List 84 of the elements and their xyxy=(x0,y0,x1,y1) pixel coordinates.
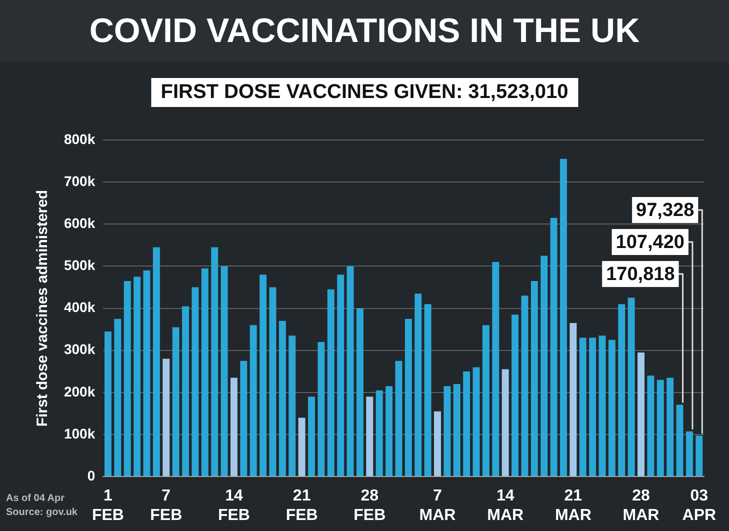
y-tick-label: 700k xyxy=(64,172,96,189)
bar xyxy=(318,342,325,476)
y-axis-title: First dose vaccines administered xyxy=(34,190,52,427)
bar xyxy=(404,318,412,476)
bar xyxy=(424,304,432,476)
bar xyxy=(298,418,306,476)
bar xyxy=(414,294,422,476)
x-tick-label: 21 FEB xyxy=(286,488,318,524)
bar xyxy=(550,218,558,476)
bar xyxy=(134,276,141,476)
bar xyxy=(598,336,606,476)
y-tick-label: 400k xyxy=(64,299,96,316)
bar xyxy=(444,386,451,476)
bar xyxy=(230,378,238,476)
chart-title: COVID VACCINATIONS IN THE UK xyxy=(0,0,729,62)
bar xyxy=(686,431,693,476)
x-tick-label: 1 FEB xyxy=(92,488,124,524)
data-label: 107,420 xyxy=(616,232,684,254)
bar xyxy=(492,262,500,476)
bar xyxy=(308,396,315,476)
bar xyxy=(608,340,616,476)
x-tick-label: 7 MAR xyxy=(419,488,456,524)
bar xyxy=(570,323,577,476)
bar xyxy=(434,411,441,476)
bar xyxy=(366,396,374,476)
bar xyxy=(386,386,393,476)
x-tick-label: 14 MAR xyxy=(487,488,524,524)
bar xyxy=(502,369,509,476)
bar xyxy=(589,338,596,476)
bar xyxy=(395,360,402,476)
bar xyxy=(560,158,567,476)
bar xyxy=(530,280,538,476)
x-tick-label: 21 MAR xyxy=(554,488,592,524)
data-label: 170,818 xyxy=(606,264,675,286)
bar xyxy=(152,247,160,476)
x-tick-label: 28 FEB xyxy=(354,488,386,524)
bar xyxy=(104,331,112,476)
bar xyxy=(327,289,334,476)
bar xyxy=(540,256,548,476)
bar xyxy=(162,358,170,476)
bar xyxy=(182,306,190,476)
bar xyxy=(172,327,180,476)
y-tick-label: 200k xyxy=(64,383,96,400)
y-tick-label: 500k xyxy=(64,257,96,274)
bar xyxy=(278,320,286,476)
bar xyxy=(220,266,228,476)
bar xyxy=(114,318,122,476)
bar xyxy=(463,371,470,476)
x-tick-label: 7 FEB xyxy=(150,488,182,524)
bar xyxy=(201,268,208,476)
data-label: 97,328 xyxy=(636,200,694,222)
bar xyxy=(618,304,626,476)
bar xyxy=(356,308,364,476)
bar xyxy=(579,338,586,476)
bar xyxy=(696,436,703,476)
bar xyxy=(472,367,480,476)
bar xyxy=(482,325,490,476)
x-tick-label: 28 MAR xyxy=(622,488,660,524)
bar xyxy=(269,287,276,476)
bar xyxy=(240,360,248,476)
bar xyxy=(211,247,218,476)
bar xyxy=(260,274,267,476)
bar xyxy=(628,298,635,476)
bar xyxy=(250,325,257,476)
source-note: Source: gov.uk xyxy=(6,506,78,520)
y-tick-label: 0 xyxy=(87,467,96,484)
chart-subtitle: FIRST DOSE VACCINES GIVEN: 31,523,010 xyxy=(150,78,578,107)
bar xyxy=(288,336,296,476)
y-tick-label: 100k xyxy=(64,425,96,442)
text: As of 04 Apr xyxy=(6,492,66,506)
bar xyxy=(337,274,344,476)
bar xyxy=(512,314,519,476)
y-tick-label: 600k xyxy=(64,215,96,232)
bar xyxy=(143,270,150,476)
bar xyxy=(124,280,131,476)
bar xyxy=(192,287,199,476)
x-tick-label: 03 APR xyxy=(682,488,716,524)
bar xyxy=(453,384,460,476)
bar xyxy=(521,296,528,476)
y-tick-label: 300k xyxy=(64,341,96,358)
y-tick-label: 800k xyxy=(64,130,96,147)
x-tick-label: 14 FEB xyxy=(218,488,250,524)
bar xyxy=(346,266,354,476)
bar xyxy=(376,390,383,476)
